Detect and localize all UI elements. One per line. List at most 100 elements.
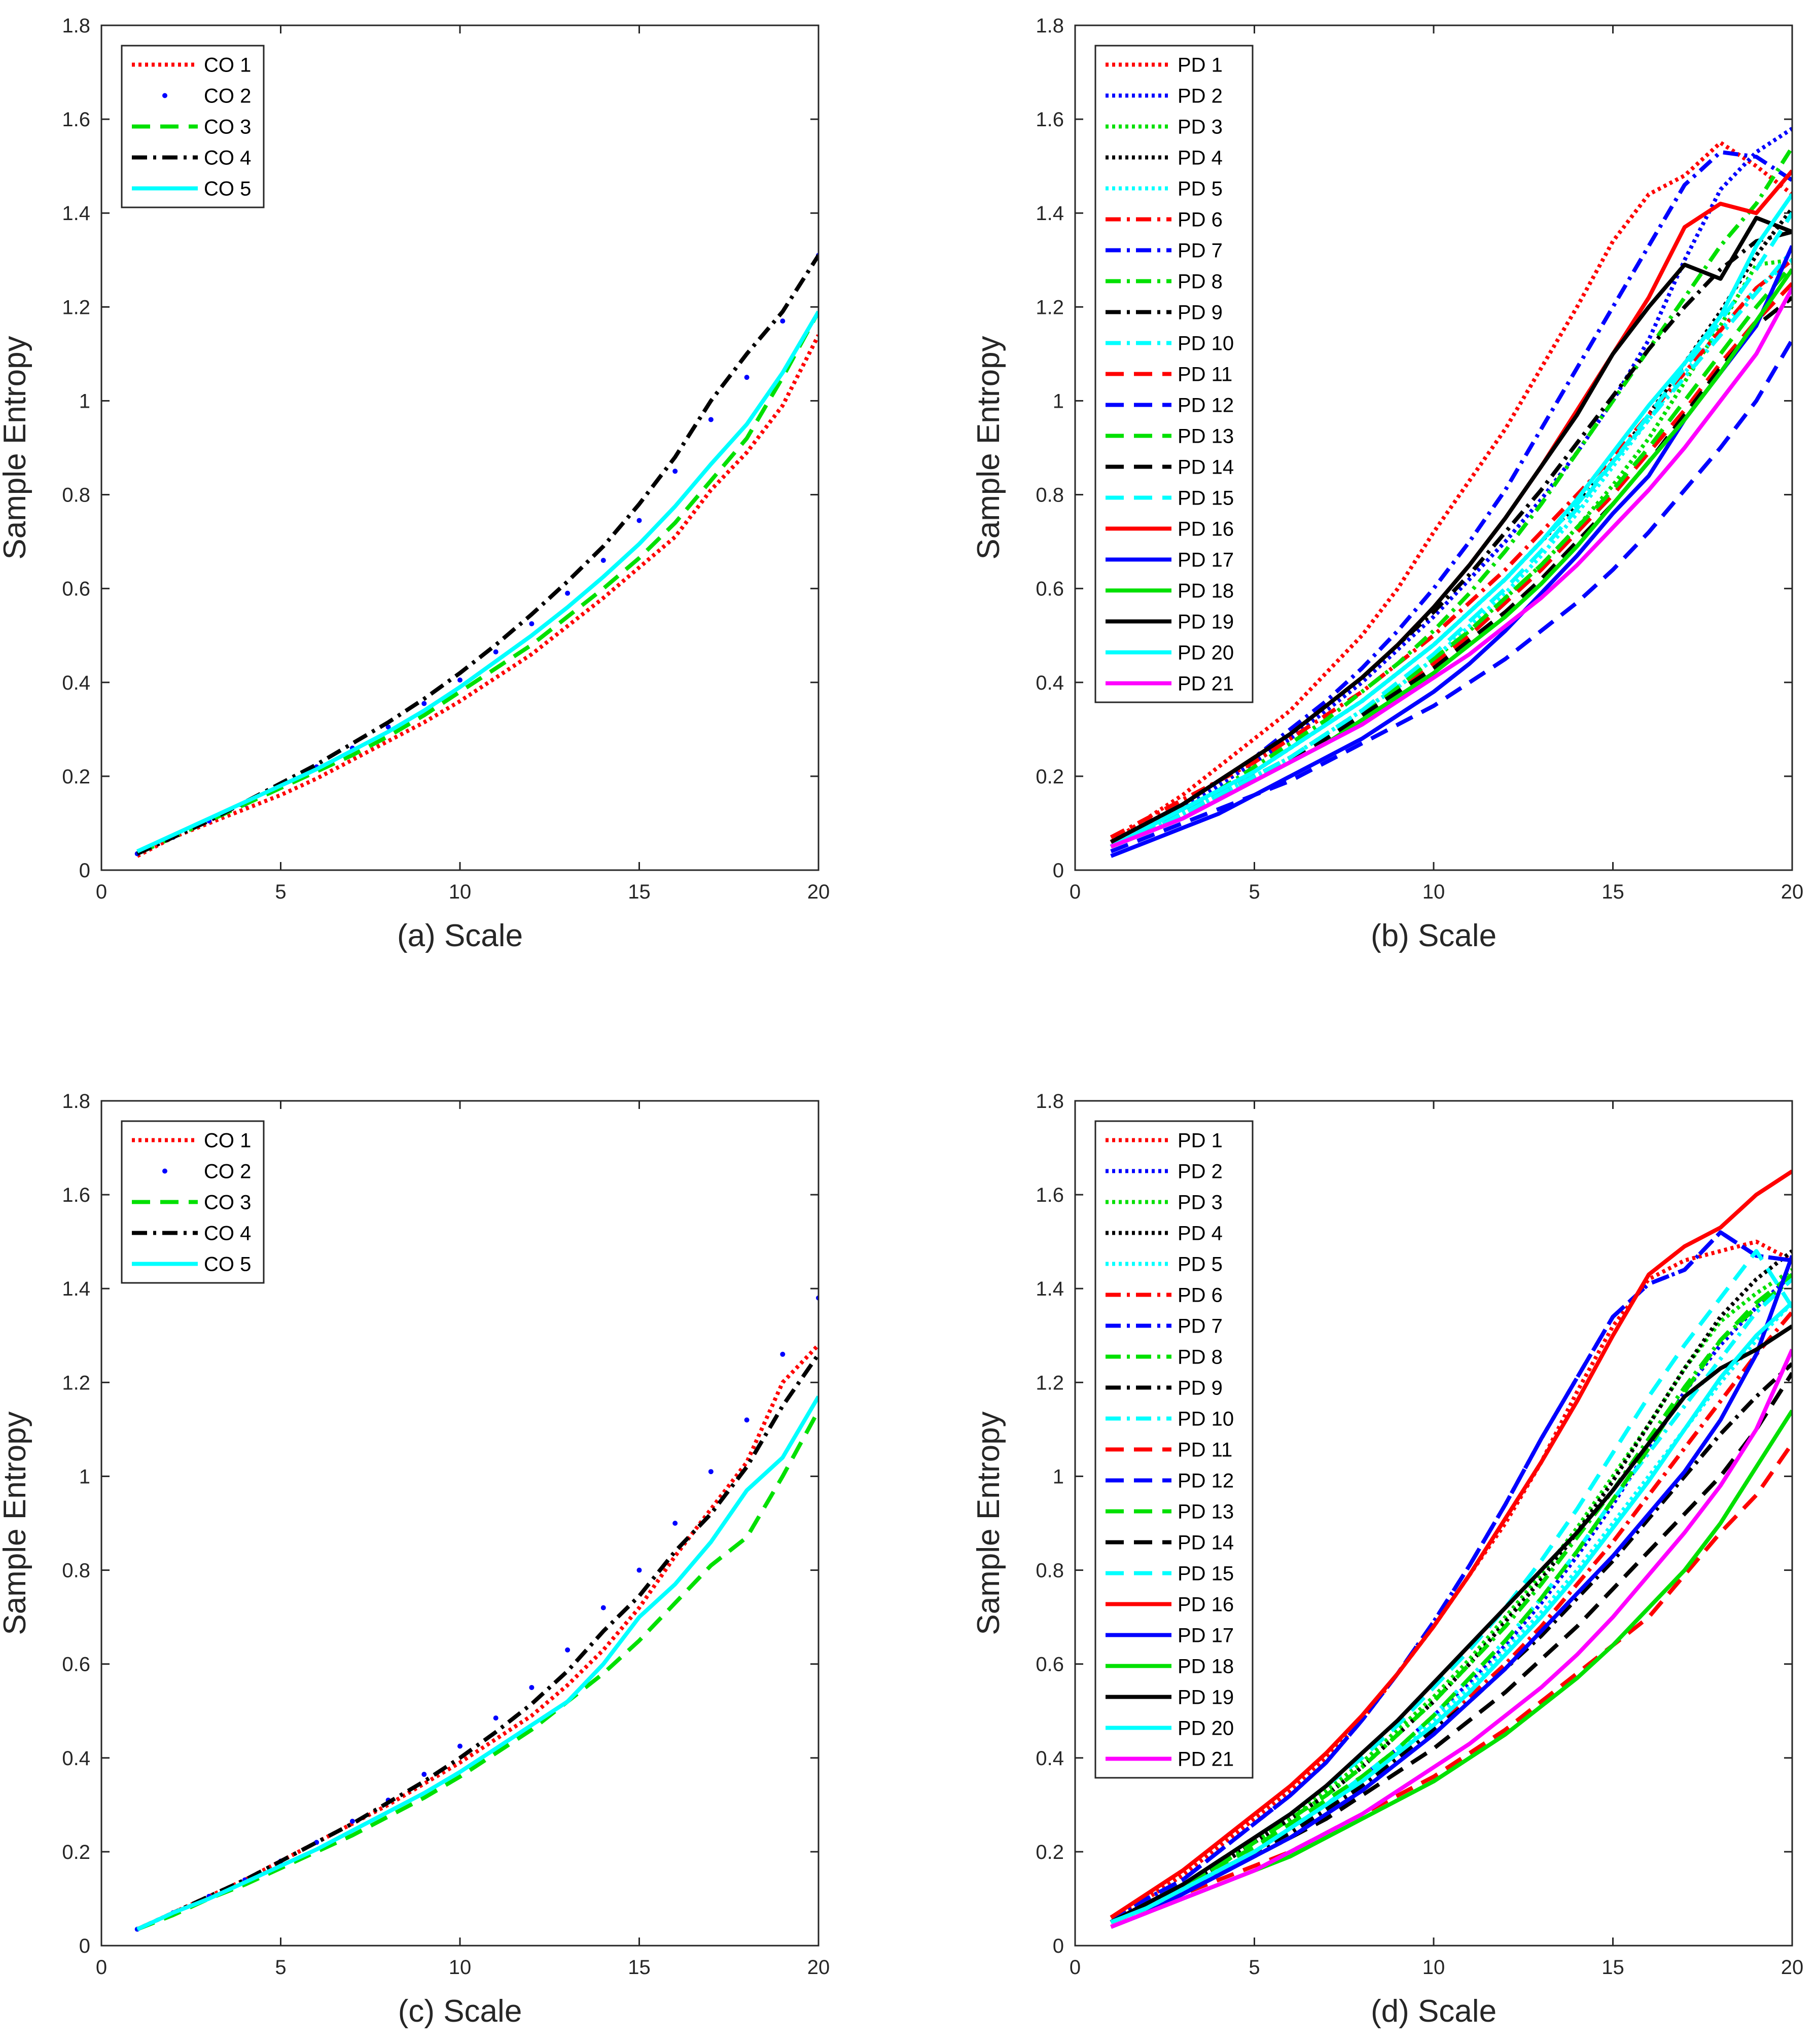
series-point	[600, 1605, 606, 1610]
series-point	[529, 1684, 535, 1690]
x-tick-label: 5	[1249, 881, 1260, 903]
y-axis-label: Sample Entropy	[971, 336, 1006, 559]
x-axis-label: (a) Scale	[397, 918, 523, 953]
legend: PD 1 PD 2 PD 3 PD 4 PD 5 PD 6 PD 7 PD 8 PD 9 PD 1…	[1094, 1120, 1254, 1779]
legend-label: PD 16	[1178, 518, 1234, 541]
legend-label: PD 18	[1178, 580, 1234, 602]
x-tick-label: 20	[1781, 1956, 1804, 1979]
y-tick-label: 1.2	[1036, 1372, 1064, 1394]
y-tick-label: 0.4	[62, 672, 90, 694]
legend-label: PD 15	[1178, 487, 1234, 510]
legend-label: PD 21	[1178, 1748, 1234, 1771]
x-tick-label: 20	[807, 881, 830, 903]
series-group	[1110, 127, 1792, 858]
legend-label: PD 7	[1178, 1315, 1223, 1338]
y-tick-label: 1	[79, 390, 90, 412]
series-point	[744, 1417, 750, 1423]
legend-label: PD 8	[1178, 271, 1223, 293]
legend-label: PD 4	[1178, 147, 1223, 169]
y-tick-label: 1.8	[1036, 1090, 1064, 1113]
legend-label: PD 13	[1178, 1501, 1234, 1523]
series-point	[636, 1567, 642, 1573]
legend-label: PD 18	[1178, 1656, 1234, 1678]
x-axis-label: (c) Scale	[398, 1994, 522, 2029]
legend-label: CO 5	[204, 178, 251, 200]
legend-label: PD 12	[1178, 1470, 1234, 1492]
legend-label: PD 8	[1178, 1346, 1223, 1369]
y-tick-label: 0.4	[1036, 672, 1064, 694]
series-line	[136, 310, 818, 856]
legend-label: PD 16	[1178, 1594, 1234, 1616]
legend-label: PD 20	[1178, 1717, 1234, 1740]
series-group	[1110, 1169, 1792, 1929]
series-point	[708, 417, 714, 422]
series-line	[1110, 1324, 1792, 1924]
x-tick-label: 20	[807, 1956, 830, 1979]
series-line	[1110, 1442, 1792, 1924]
legend-label: PD 21	[1178, 673, 1234, 695]
series-point	[493, 649, 499, 655]
y-axis-label: Sample Entropy	[0, 336, 32, 559]
series-point	[780, 318, 786, 324]
x-tick-label: 10	[449, 1956, 472, 1979]
y-tick-label: 0.2	[62, 766, 90, 788]
series-line	[136, 1395, 818, 1931]
x-tick-label: 15	[628, 881, 651, 903]
y-axis-label: Sample Entropy	[971, 1411, 1006, 1635]
x-tick-label: 0	[1070, 1956, 1081, 1979]
series-point	[457, 1743, 462, 1749]
y-tick-label: 0	[1053, 859, 1064, 882]
legend-label: CO 2	[204, 1161, 251, 1183]
legend-label: PD 19	[1178, 611, 1234, 633]
legend-label: PD 6	[1178, 1284, 1223, 1307]
series-line	[1110, 1301, 1792, 1924]
series-line	[1110, 127, 1792, 849]
series-point	[385, 724, 391, 730]
legend-label: PD 1	[1178, 1130, 1223, 1152]
series-group	[134, 253, 818, 858]
legend-label: CO 4	[204, 1223, 251, 1245]
series-group	[134, 1295, 818, 1932]
axes-box	[1074, 1100, 1793, 1947]
series-line	[136, 1343, 818, 1931]
series-line	[1110, 1230, 1792, 1924]
series-point	[529, 621, 535, 627]
x-tick-label: 5	[275, 881, 286, 903]
y-tick-label: 1.2	[62, 296, 90, 318]
legend-label: CO 3	[204, 116, 251, 138]
series-point	[493, 1715, 499, 1721]
legend-label: PD 10	[1178, 1408, 1234, 1430]
x-tick-label: 15	[628, 1956, 651, 1979]
x-tick-label: 5	[275, 1956, 286, 1979]
legend-label: PD 7	[1178, 240, 1223, 262]
y-tick-label: 1	[1053, 390, 1064, 412]
axes-box	[1074, 24, 1793, 871]
legend-label: CO 1	[204, 54, 251, 77]
legend-label: PD 19	[1178, 1687, 1234, 1709]
y-tick-label: 1.6	[1036, 109, 1064, 131]
y-tick-label: 0.8	[1036, 1560, 1064, 1582]
legend-label: PD 12	[1178, 395, 1234, 417]
legend-label: PD 4	[1178, 1223, 1223, 1245]
legend-label: PD 13	[1178, 425, 1234, 448]
legend-label: PD 5	[1178, 178, 1223, 200]
series-point	[744, 375, 750, 380]
legend: CO 1 CO 2 CO 3 CO 4 CO 5	[121, 1120, 265, 1284]
axes-box	[100, 24, 820, 871]
chart-panel-3: 0 0.2 0.4 0.6 0.8 1 1.2 1.4 1.6 1.8 0 5 10 15 20 (c) Sc…	[0, 1090, 830, 2029]
series-line	[1110, 193, 1792, 849]
legend-label: PD 2	[1178, 1161, 1223, 1183]
legend-label: PD 17	[1178, 1625, 1234, 1647]
chart-panel-2: 0 0.2 0.4 0.6 0.8 1 1.2 1.4 1.6 1.8 0 5 10 15 20 (b) Sc…	[971, 15, 1803, 953]
legend-label: PD 2	[1178, 85, 1223, 107]
y-tick-label: 1.8	[1036, 15, 1064, 37]
series-line	[1110, 212, 1792, 849]
y-tick-label: 1.4	[1036, 202, 1064, 225]
series-line	[1110, 339, 1792, 853]
legend-swatch	[162, 93, 167, 98]
legend-label: PD 3	[1178, 116, 1223, 138]
y-tick-label: 0.2	[1036, 1841, 1064, 1863]
series-line	[136, 1409, 818, 1931]
legend-label: PD 5	[1178, 1253, 1223, 1276]
series-line	[1110, 1255, 1792, 1929]
